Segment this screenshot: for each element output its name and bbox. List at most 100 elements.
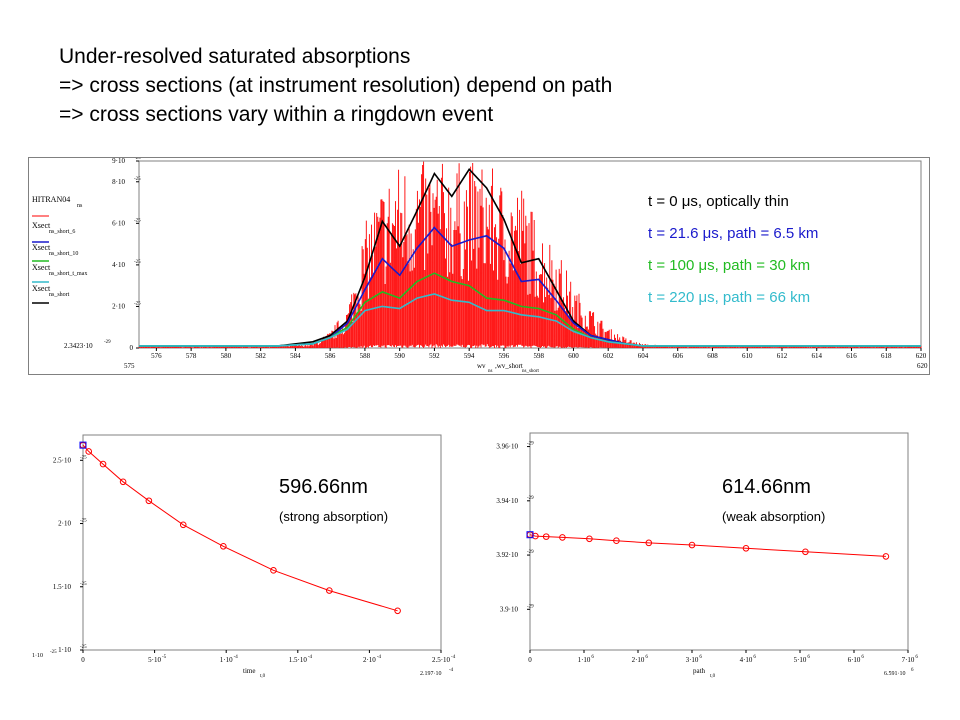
y-tick-label: 1.5·10 — [53, 583, 72, 591]
x-tick-label: 620 — [916, 352, 927, 360]
x-tick-label: 1·10 — [220, 656, 233, 664]
title-line-2: => cross sections (at instrument resolut… — [59, 74, 613, 97]
spectrum-panel: HITRAN04 ns Xsect ns_short_6 Xsect ns_sh… — [28, 156, 930, 375]
x-tick-label: 2·10 — [363, 656, 376, 664]
x-tick-label: 600 — [568, 352, 579, 360]
weak-wavelength-label: 614.66nm — [722, 476, 811, 498]
decay-line — [529, 534, 886, 557]
strong-absorption-chart: 0 5·10 -5 1·10 -4 1.5·10 -4 2·10 -4 2.5·10 -41·10-… — [32, 434, 456, 679]
data-point — [99, 460, 107, 468]
x-tick-label: 580 — [221, 352, 232, 360]
x-axis-var-sub: ns — [488, 369, 493, 374]
data-point — [119, 478, 127, 486]
data-point — [688, 541, 696, 549]
x-tick-label: 602 — [603, 352, 614, 360]
start-marker — [526, 531, 534, 539]
y-tick-label-exp: -29 — [527, 496, 534, 501]
y-tick-label: 0 — [130, 344, 134, 352]
legend-hitran-sub: ns — [77, 203, 83, 209]
plot-frame — [138, 160, 922, 349]
y-tick-label: 2.5·10 — [53, 456, 72, 464]
y-tick-label: 2·10 — [112, 302, 125, 310]
strong-absorption-note: (strong absorption) — [279, 509, 389, 524]
y-tick-label: 2·10 — [58, 520, 71, 528]
x-tick-label: 604 — [638, 352, 649, 360]
series-hitran — [138, 161, 922, 348]
x-tick-label: 584 — [290, 352, 301, 360]
slide-title: Under-resolved saturated absorptions => … — [59, 42, 612, 129]
x-right-limit: 620 — [917, 362, 928, 370]
x-tick-label: 0 — [81, 656, 85, 664]
x-tick-label-exp: -5 — [162, 655, 167, 660]
plot-frame — [529, 432, 909, 651]
left-y-bottom-label: 1·10 — [32, 653, 43, 659]
spectrum-plot-area: 576 578 580 582 584 586 588 590 592 594 596 598 600 6… — [112, 156, 927, 360]
y-tick-label-exp: -25 — [80, 519, 87, 524]
legend-short10-label: Xsect — [32, 243, 51, 252]
y-tick-label-exp: -25 — [134, 301, 141, 306]
right-x-var: path — [693, 667, 706, 675]
x-tick-label: 5·10 — [148, 656, 161, 664]
legend-hitran-label: HITRAN04 — [32, 195, 70, 204]
left-x-right-limit: 2.197·10 — [420, 671, 442, 677]
x-tick-label: 6·10 — [848, 656, 861, 664]
legend-entry-0: t = 0 μs, optically thin — [648, 193, 789, 210]
data-point — [179, 521, 187, 529]
x-tick-label: 614 — [811, 352, 822, 360]
data-point — [645, 539, 653, 547]
data-point — [326, 587, 333, 594]
y-tick-label-exp: -25 — [80, 645, 87, 650]
data-point — [542, 533, 550, 540]
x-tick-label: 7·10 — [902, 656, 915, 664]
x-axis-var2-sub: ns_short — [522, 369, 540, 374]
y-tick-label-exp: -25 — [80, 455, 87, 460]
y-tick-label: 8·10 — [112, 178, 125, 186]
y-tick-label-exp: -25 — [80, 582, 87, 587]
x-tick-label: 582 — [255, 352, 266, 360]
x-tick-label: 612 — [777, 352, 788, 360]
weak-absorption-chart: 0 1·10 6 2·10 6 3·10 6 4·10 6 5·10 6 6·10 6 7·10 63.9·… — [496, 432, 918, 679]
y-tick-label-exp: -25 — [134, 260, 141, 265]
legend-short6-sub: ns_short_6 — [49, 229, 75, 235]
weak-absorption-note: (weak absorption) — [722, 509, 826, 524]
legend-short6-label: Xsect — [32, 221, 51, 230]
y-tick-label-exp: -25 — [134, 158, 141, 161]
legend-tmax-label: Xsect — [32, 263, 51, 272]
x-tick-label: 608 — [707, 352, 718, 360]
x-tick-label-exp: -4 — [234, 655, 239, 660]
spectrum-chart: HITRAN04 ns Xsect ns_short_6 Xsect ns_sh… — [32, 156, 928, 374]
decay-line — [82, 444, 398, 612]
y-tick-label-exp: -29 — [527, 604, 534, 609]
y-tick-label: 1·10 — [58, 646, 71, 654]
strong-wavelength-label: 596.66nm — [279, 476, 368, 498]
legend-entry-3: t = 220 μs, path = 66 km — [648, 289, 811, 306]
x-tick-label: 594 — [464, 352, 475, 360]
x-tick-label-exp: 6 — [915, 655, 918, 660]
x-axis-var2: ,wv_short — [495, 362, 523, 370]
legend-tmax-sub: ns_short_t_max — [49, 271, 87, 277]
x-tick-label: 606 — [672, 352, 683, 360]
x-tick-label-exp: 6 — [753, 655, 756, 660]
y-min-exp: -29 — [104, 340, 111, 345]
x-tick-label: 1·10 — [578, 656, 591, 664]
y-tick-label-exp: -25 — [134, 218, 141, 223]
weak-plot-area: 0 1·10 6 2·10 6 3·10 6 4·10 6 5·10 6 6·10 6 7·10 63.9·… — [496, 432, 918, 664]
title-line-1: Under-resolved saturated absorptions — [59, 45, 411, 68]
y-tick-label: 3.9·10 — [500, 605, 519, 613]
left-x-var-sub: t,0 — [260, 674, 266, 679]
x-tick-label-exp: -4 — [377, 655, 382, 660]
x-left-limit: 575 — [124, 362, 135, 370]
y-tick-label: 9·10 — [112, 158, 125, 165]
x-tick-label: 598 — [533, 352, 544, 360]
data-point — [802, 548, 809, 556]
x-tick-label: 590 — [394, 352, 405, 360]
right-x-right-exp: 6 — [911, 668, 914, 673]
data-point — [613, 537, 620, 544]
y-tick-label: 6·10 — [112, 219, 125, 227]
x-tick-label-exp: -4 — [308, 655, 313, 660]
series-short-tmax — [139, 293, 921, 347]
y-tick-label-exp: -29 — [527, 442, 534, 447]
data-point — [394, 607, 401, 615]
x-tick-label: 0 — [528, 656, 532, 664]
plot-frame — [82, 434, 442, 651]
